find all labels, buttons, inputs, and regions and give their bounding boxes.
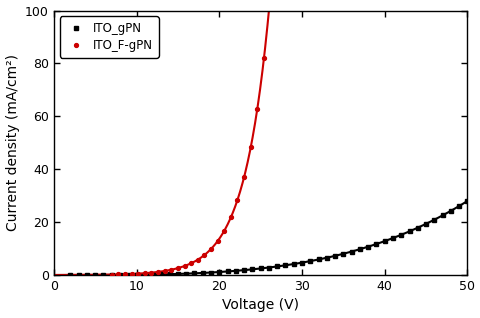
ITO_gPN [356,247,362,251]
ITO_gPN [208,271,214,274]
ITO_gPN [332,254,337,258]
ITO_F-gPN [208,247,214,251]
Legend: ITO_gPN, ITO_F-gPN: ITO_gPN, ITO_F-gPN [60,17,158,58]
ITO_gPN [414,226,420,230]
ITO_gPN [447,209,453,213]
ITO_gPN [340,252,346,256]
ITO_F-gPN [234,198,240,202]
ITO_gPN [265,266,271,269]
ITO_gPN [108,273,114,277]
ITO_gPN [389,236,395,240]
ITO_gPN [323,256,329,259]
ITO_gPN [307,259,312,263]
ITO_F-gPN [228,216,233,219]
ITO_F-gPN [201,253,207,257]
ITO_gPN [456,204,461,208]
ITO_gPN [431,218,436,222]
ITO_gPN [84,273,90,277]
ITO_gPN [406,230,411,233]
ITO_F-gPN [142,271,147,275]
ITO_gPN [240,268,246,272]
ITO_gPN [216,270,222,274]
ITO_gPN [167,272,172,276]
ITO_gPN [439,213,444,217]
ITO_F-gPN [181,264,187,268]
ITO_gPN [348,250,354,253]
ITO_F-gPN [155,270,161,274]
ITO_F-gPN [129,272,134,276]
ITO_gPN [274,265,279,268]
ITO_F-gPN [168,268,174,272]
ITO_gPN [315,258,321,261]
ITO_gPN [183,272,189,276]
ITO_gPN [158,273,164,276]
ITO_gPN [150,273,156,276]
Line: ITO_gPN: ITO_gPN [68,199,468,277]
ITO_gPN [290,262,296,266]
ITO_gPN [100,273,106,277]
ITO_gPN [364,245,370,249]
ITO_F-gPN [148,271,154,274]
ITO_gPN [92,273,98,277]
ITO_gPN [125,273,131,277]
ITO_gPN [191,272,197,275]
ITO_gPN [282,263,288,267]
ITO_F-gPN [135,272,141,275]
ITO_F-gPN [247,145,253,149]
ITO_F-gPN [221,229,227,233]
ITO_gPN [200,271,205,275]
ITO_gPN [133,273,139,277]
ITO_gPN [67,273,73,277]
ITO_F-gPN [122,272,128,276]
ITO_gPN [249,267,255,271]
ITO_F-gPN [161,269,167,273]
ITO_gPN [373,242,379,246]
ITO_F-gPN [240,175,246,179]
X-axis label: Voltage (V): Voltage (V) [222,299,299,313]
Y-axis label: Current density (mA/cm²): Current density (mA/cm²) [6,54,20,231]
ITO_F-gPN [108,273,114,276]
ITO_gPN [117,273,123,277]
ITO_F-gPN [214,239,220,243]
ITO_gPN [381,239,387,243]
ITO_F-gPN [115,273,121,276]
ITO_gPN [142,273,147,277]
ITO_gPN [76,273,82,277]
ITO_F-gPN [261,56,266,60]
ITO_gPN [175,272,180,276]
ITO_F-gPN [188,261,193,265]
ITO_gPN [397,233,403,237]
ITO_gPN [257,266,263,270]
ITO_F-gPN [254,107,260,111]
ITO_F-gPN [194,258,200,262]
ITO_F-gPN [175,266,180,270]
ITO_gPN [232,269,238,273]
Line: ITO_F-gPN: ITO_F-gPN [109,56,265,276]
ITO_gPN [299,261,304,265]
ITO_gPN [464,199,469,203]
ITO_gPN [422,222,428,226]
ITO_gPN [224,270,230,273]
